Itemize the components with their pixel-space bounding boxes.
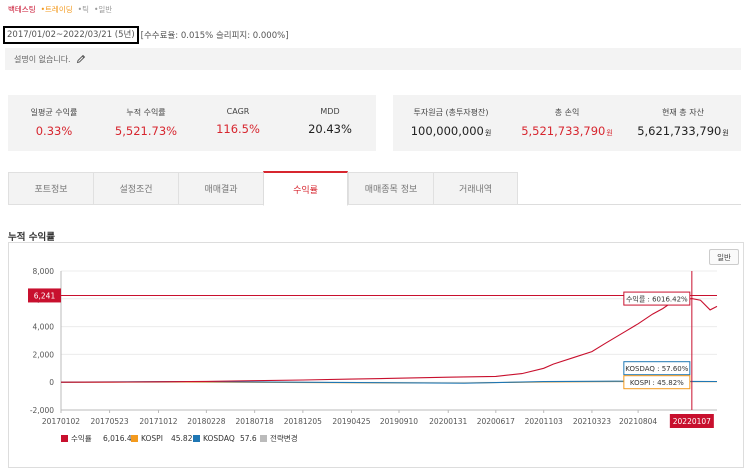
- stat-mdd: MDD 20.43%: [284, 95, 376, 151]
- y-tick-label: 2,000: [33, 350, 55, 359]
- legend-label: KOSDAQ: [203, 434, 235, 443]
- y-tick-label: 4,000: [33, 323, 55, 332]
- fee-info: [수수료율: 0.015% 슬리피지: 0.000%]: [140, 31, 289, 41]
- tab-trade-results[interactable]: 매매결과: [178, 172, 263, 205]
- y-tick-label: -2,000: [30, 406, 54, 415]
- x-tick-label: 20190425: [332, 417, 370, 426]
- crosshair-y-box: [28, 288, 61, 303]
- crosshair-y-label: 6,241: [34, 291, 56, 300]
- y-tick-label: 8,000: [33, 267, 55, 276]
- stat-label: 누적 수익률: [126, 108, 166, 117]
- tooltip-kospi-box: [623, 375, 691, 390]
- stat-value: 100,000,000원: [410, 124, 492, 138]
- crosshair-x-box: [669, 414, 714, 428]
- stat-label: MDD: [320, 107, 340, 116]
- stat-label: 일평균 수익률: [30, 108, 78, 117]
- stat-label: CAGR: [226, 107, 250, 116]
- tag-tick[interactable]: •틱: [77, 5, 89, 14]
- tooltip-kosdaq-box: [623, 361, 691, 376]
- stat-cumulative-return: 누적 수익률 5,521.73%: [100, 95, 192, 151]
- x-tick-label: 20170523: [90, 417, 128, 426]
- tooltip-return-box: [623, 291, 691, 306]
- stat-value: 5,521.73%: [114, 124, 178, 138]
- x-tick-label: 20180228: [187, 417, 225, 426]
- stat-value: 5,621,733,790원: [637, 124, 729, 138]
- normal-view-button[interactable]: 일반: [709, 249, 739, 265]
- x-tick-label: 20190910: [380, 417, 418, 426]
- stat-label: 투자원금 (총투자평잔): [413, 108, 489, 117]
- x-tick-label: 20210323: [573, 417, 611, 426]
- period-range: 2017/01/02~2022/03/21 (5년): [3, 26, 139, 44]
- description-text: 설명이 없습니다.: [14, 54, 71, 64]
- legend-value: 6,016.42: [103, 434, 137, 443]
- chart-svg[interactable]: 8,0006,0004,0002,0000-2,0002017010220170…: [9, 243, 745, 469]
- stat-total-pnl: 총 손익 5,521,733,790원: [509, 95, 625, 151]
- x-tick-label: 20210804: [619, 417, 657, 426]
- x-tick-label: 20181205: [284, 417, 322, 426]
- period-row: 2017/01/02~2022/03/21 (5년) [수수료율: 0.015%…: [3, 26, 289, 44]
- stat-value: 5,521,733,790원: [521, 124, 613, 138]
- x-tick-label: 20171012: [139, 417, 177, 426]
- tab-returns[interactable]: 수익률: [263, 171, 348, 206]
- legend-swatch: [61, 435, 68, 442]
- tab-trade-history[interactable]: 거래내역: [433, 172, 518, 205]
- stat-cagr: CAGR 116.5%: [192, 95, 284, 151]
- stat-value: 0.33%: [35, 124, 73, 138]
- stat-total-assets: 현재 총 자산 5,621,733,790원: [625, 95, 741, 151]
- tag-backtest[interactable]: 백테스팅: [8, 5, 36, 14]
- tag-trading[interactable]: •트레이딩: [40, 5, 73, 14]
- stat-value: 20.43%: [308, 122, 352, 136]
- stat-principal: 투자원금 (총투자평잔) 100,000,000원: [393, 95, 509, 151]
- crosshair-x-label: 20220107: [673, 417, 711, 426]
- stat-label: 총 손익: [554, 108, 580, 117]
- section-title: 누적 수익률: [8, 232, 56, 243]
- x-tick-label: 20201103: [525, 417, 563, 426]
- cumulative-return-chart: 8,0006,0004,0002,0000-2,0002017010220170…: [8, 242, 744, 468]
- tag-normal[interactable]: •일반: [93, 5, 113, 14]
- x-tick-label: 20170102: [42, 417, 80, 426]
- asset-stats: 투자원금 (총투자평잔) 100,000,000원 총 손익 5,521,733…: [393, 95, 741, 151]
- tooltip-kosdaq-text: KOSDAQ : 57.60%: [625, 365, 688, 373]
- legend-value: 45.82: [171, 434, 193, 443]
- y-tick-label: 0: [49, 378, 54, 387]
- stat-daily-return: 일평균 수익률 0.33%: [8, 95, 100, 151]
- x-tick-label: 20200131: [429, 417, 467, 426]
- tab-port-info[interactable]: 포트정보: [8, 172, 93, 205]
- legend-swatch: [193, 435, 200, 442]
- pencil-icon[interactable]: [76, 54, 86, 64]
- legend-label: 전략변경: [270, 433, 298, 443]
- legend-label: KOSPI: [141, 434, 163, 443]
- result-tabs: 포트정보 설정조건 매매결과 수익률 매매종목 정보 거래내역: [8, 171, 741, 206]
- stat-value: 116.5%: [216, 122, 260, 136]
- legend-label: 수익률: [71, 433, 92, 443]
- performance-stats: 일평균 수익률 0.33% 누적 수익률 5,521.73% CAGR 116.…: [8, 95, 376, 151]
- x-tick-label: 20180718: [236, 417, 274, 426]
- x-tick-label: 20200617: [477, 417, 515, 426]
- description-bar: 설명이 없습니다.: [5, 48, 741, 70]
- tab-stock-info[interactable]: 매매종목 정보: [348, 172, 433, 205]
- legend-value: 57.6: [240, 434, 257, 443]
- series-line-return: [60, 298, 718, 383]
- tooltip-kospi-text: KOSPI : 45.82%: [630, 379, 684, 387]
- mode-tags: 백테스팅 •트레이딩 •틱 •일반: [8, 4, 112, 15]
- legend-swatch: [131, 435, 138, 442]
- stat-label: 현재 총 자산: [662, 108, 704, 117]
- tab-settings[interactable]: 설정조건: [93, 172, 178, 205]
- tooltip-return-text: 수익률 : 6016.42%: [626, 295, 688, 303]
- legend-swatch: [260, 435, 267, 442]
